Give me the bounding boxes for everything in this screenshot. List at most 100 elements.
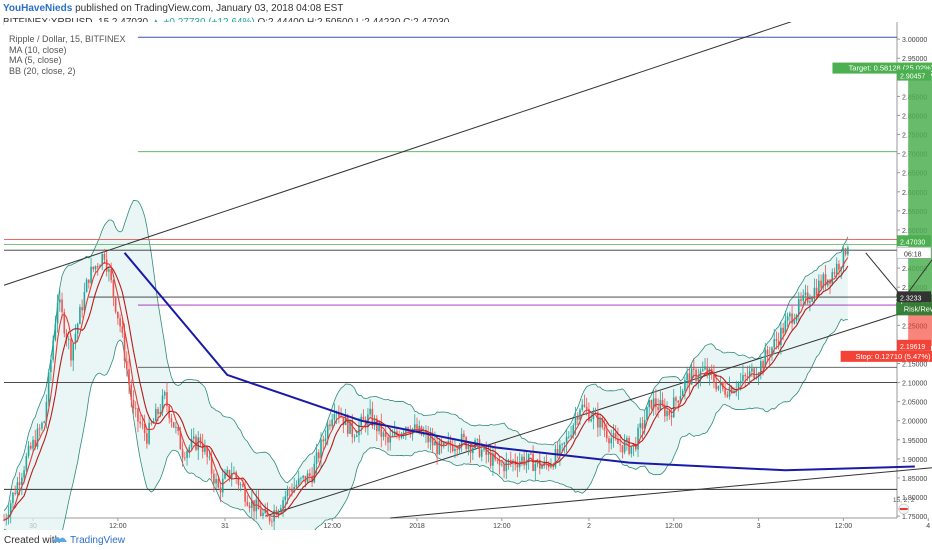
legend-title: Ripple / Dollar, 15, BITFINEX (9, 34, 126, 44)
candle-body (123, 332, 126, 362)
candle-body (335, 413, 338, 414)
candle-body (43, 421, 45, 423)
candle-body (186, 451, 188, 458)
candle-body (128, 369, 130, 385)
candle-body (331, 419, 333, 427)
candle-body (233, 472, 235, 473)
candle-body (67, 339, 70, 340)
candle-body (612, 433, 615, 439)
candle-body (7, 514, 10, 519)
price-tag-label: 2.90457 (900, 74, 925, 81)
curve-drawing (123, 252, 915, 472)
candle-body (27, 445, 30, 456)
candle-body (380, 422, 383, 437)
tradingview-logo-icon (53, 537, 67, 542)
price-chart[interactable]: 3.000002.950002.900002.850002.800002.750… (0, 22, 932, 530)
candle-body (206, 447, 208, 457)
candle-body (697, 378, 700, 382)
candle-body (351, 420, 354, 437)
x-tick-label: 12:00 (493, 523, 511, 530)
candle-body (317, 452, 320, 459)
tradingview-link[interactable]: TradingView (70, 535, 126, 546)
candle-body (728, 386, 731, 397)
candle-body (811, 298, 813, 302)
candle-body (626, 438, 628, 441)
candle-body (148, 422, 150, 444)
candle-body (188, 447, 191, 452)
candle-body (521, 456, 523, 462)
candle-body (637, 427, 639, 450)
candle-body (389, 436, 392, 443)
candle-body (181, 449, 184, 458)
candle-body (661, 400, 664, 405)
target-label: Target: 0.58128 (25.02%) 58128, Amount: … (849, 64, 932, 73)
candle-body (530, 453, 532, 455)
candle-body (391, 435, 394, 437)
candle-body (313, 463, 316, 483)
candle-body (61, 299, 63, 313)
candle-body (215, 479, 217, 484)
candle-body (581, 404, 584, 410)
y-tick-label: 2.05000 (902, 400, 927, 407)
candle-body (65, 333, 68, 340)
candle-body (262, 512, 264, 517)
legend-bb: BB (20, close, 2) (9, 65, 76, 76)
x-tick-label: 2 (587, 523, 591, 530)
candle-body (393, 431, 396, 436)
candle-body (3, 519, 5, 521)
candle-body (34, 439, 37, 448)
candle-body (764, 349, 767, 367)
candle-body (246, 501, 249, 506)
x-tick-label: 12:00 (665, 523, 683, 530)
candle-body (85, 279, 88, 293)
candle-body (496, 459, 499, 461)
candle-body (373, 418, 376, 426)
candle-body (815, 287, 818, 296)
candle-body (320, 439, 322, 459)
candle-body (835, 263, 838, 274)
candle-body (463, 433, 465, 438)
candle-body (224, 473, 226, 479)
candle-body (804, 292, 807, 296)
candle-body (737, 383, 740, 390)
candle-body (293, 487, 296, 493)
candle-body (92, 266, 95, 270)
bb-lower-line (3, 318, 848, 530)
y-tick-label: 1.75000 (902, 514, 927, 521)
candle-body (184, 457, 186, 459)
candle-body (228, 469, 231, 478)
publish-info: published on TradingView.com, January 03… (75, 3, 344, 14)
candle-body (50, 359, 52, 373)
candle-body (617, 438, 619, 444)
candle-body (621, 445, 624, 453)
candle-body (297, 478, 300, 485)
candle-body (248, 505, 251, 508)
candle-body (599, 418, 601, 428)
legend-ma5: MA (5, close) (9, 55, 62, 65)
y-tick-label: 1.95000 (902, 438, 927, 445)
candle-body (56, 302, 59, 324)
candle-body (268, 516, 271, 522)
candle-body (786, 316, 789, 321)
candle-body (590, 419, 592, 422)
candle-body (766, 349, 769, 355)
countdown-tag (896, 247, 932, 259)
candle-body (14, 492, 16, 494)
candle-body (409, 431, 412, 435)
candle-body (601, 418, 604, 428)
candle-body (340, 416, 342, 418)
countdown-label: 06:18 (904, 251, 922, 258)
price-tag-label: 2.3233 (900, 295, 922, 302)
candle-body (782, 327, 784, 334)
candle-body (505, 460, 508, 472)
candle-body (793, 320, 796, 324)
candle-body (23, 470, 25, 478)
candle-body (771, 347, 773, 356)
candle-body (507, 460, 510, 461)
candle-body (244, 486, 246, 502)
candle-body (349, 420, 351, 434)
candle-body (239, 484, 242, 486)
author-name[interactable]: YouHaveNieds (3, 3, 73, 14)
candle-body (684, 379, 686, 391)
candle-body (688, 373, 691, 385)
